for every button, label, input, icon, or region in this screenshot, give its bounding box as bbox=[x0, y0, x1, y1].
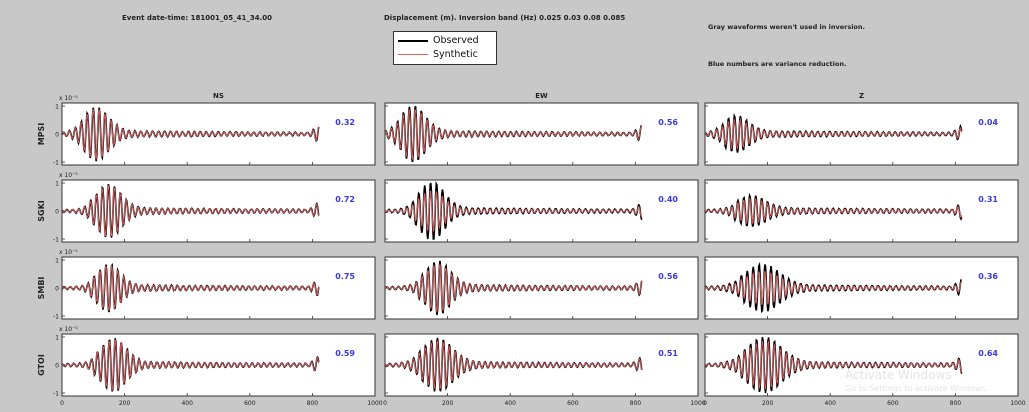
variance-reduction-value: 0.56 bbox=[658, 118, 678, 127]
column-title-ew: EW bbox=[535, 92, 548, 100]
y-tick-label: 0 bbox=[55, 363, 59, 370]
y-tick-label: 1 bbox=[55, 104, 59, 111]
variance-reduction-value: 0.64 bbox=[978, 349, 998, 358]
y-tick-label: 0 bbox=[55, 132, 59, 139]
synthetic-trace-smbi-z bbox=[704, 270, 962, 305]
x-tick-label: 0 bbox=[703, 400, 707, 407]
station-label-sgki: SGKI bbox=[37, 200, 46, 222]
synthetic-trace-sgki-z bbox=[704, 197, 963, 225]
x-tick-label: 800 bbox=[950, 400, 962, 407]
activate-windows-title: Activate Windows bbox=[845, 368, 952, 382]
variance-reduction-value: 0.32 bbox=[335, 118, 355, 127]
y-tick-label: 1 bbox=[55, 181, 59, 188]
y-tick-label: -1 bbox=[53, 391, 59, 398]
legend-observed-label: Observed bbox=[433, 35, 479, 46]
variance-reduction-value: 0.51 bbox=[658, 349, 678, 358]
variance-reduction-value: 0.72 bbox=[335, 195, 355, 204]
x-tick-label: 1000 bbox=[367, 400, 382, 407]
x-tick-label: 400 bbox=[181, 400, 193, 407]
x-tick-label: 800 bbox=[307, 400, 319, 407]
y-tick-label: -1 bbox=[53, 314, 59, 321]
legend-synthetic: Synthetic bbox=[398, 49, 478, 61]
variance-reduction-value: 0.75 bbox=[335, 272, 355, 281]
row-exponent-label: x 10⁻⁵ bbox=[59, 95, 78, 102]
y-tick-label: -1 bbox=[53, 160, 59, 167]
x-tick-label: 1000 bbox=[690, 400, 705, 407]
x-tick-label: 800 bbox=[630, 400, 642, 407]
variance-reduction-value: 0.36 bbox=[978, 272, 998, 281]
gray-waveform-note: Gray waveforms weren't used in inversion… bbox=[708, 23, 865, 31]
variance-reduction-value: 0.56 bbox=[658, 272, 678, 281]
variance-reduction-value: 0.59 bbox=[335, 349, 355, 358]
synthetic-trace-smbi-ns bbox=[61, 264, 320, 312]
synthetic-trace-gtoi-z bbox=[704, 340, 963, 390]
variance-reduction-value: 0.04 bbox=[978, 118, 998, 127]
x-tick-label: 600 bbox=[567, 400, 579, 407]
x-tick-label: 0 bbox=[60, 400, 64, 407]
synthetic-trace-smbi-ew bbox=[384, 263, 643, 313]
synthetic-trace-mpsi-ns bbox=[61, 108, 320, 160]
synthetic-trace-mpsi-z bbox=[704, 118, 963, 150]
legend-synthetic-label: Synthetic bbox=[433, 49, 478, 60]
row-exponent-label: x 10⁻⁵ bbox=[59, 172, 78, 179]
activate-windows-subtitle: Go to Settings to activate Windows. bbox=[845, 384, 989, 393]
y-tick-label: 1 bbox=[55, 335, 59, 342]
x-tick-label: 400 bbox=[824, 400, 836, 407]
variance-reduction-value: 0.31 bbox=[978, 195, 998, 204]
column-title-z: Z bbox=[859, 92, 864, 100]
x-tick-label: 200 bbox=[442, 400, 454, 407]
station-label-smbi: SMBI bbox=[37, 277, 46, 300]
y-tick-label: 0 bbox=[55, 209, 59, 216]
x-tick-label: 600 bbox=[244, 400, 256, 407]
legend-observed-swatch bbox=[398, 39, 428, 42]
variance-reduction-value: 0.40 bbox=[658, 195, 678, 204]
legend-synthetic-swatch bbox=[398, 54, 428, 55]
x-tick-label: 600 bbox=[887, 400, 899, 407]
station-label-mpsi: MPSI bbox=[37, 123, 46, 146]
synthetic-trace-sgki-ew bbox=[384, 190, 643, 232]
column-title-ns: NS bbox=[213, 92, 224, 100]
panel-mpsi-ns bbox=[61, 102, 376, 166]
displacement-band-label: Displacement (m). Inversion band (Hz) 0.… bbox=[384, 14, 626, 22]
synthetic-trace-sgki-ns bbox=[61, 185, 320, 237]
row-exponent-label: x 10⁻⁵ bbox=[59, 249, 78, 256]
x-tick-label: 1000 bbox=[1010, 400, 1025, 407]
synthetic-trace-gtoi-ns bbox=[61, 339, 320, 391]
x-tick-label: 0 bbox=[383, 400, 387, 407]
x-tick-label: 200 bbox=[762, 400, 774, 407]
y-tick-label: -1 bbox=[53, 237, 59, 244]
variance-reduction-note: Blue numbers are variance reduction. bbox=[708, 60, 847, 68]
event-datetime-label: Event date-time: 181001_05_41_34.00 bbox=[122, 14, 272, 22]
synthetic-trace-gtoi-ew bbox=[384, 340, 643, 390]
y-tick-label: 1 bbox=[55, 258, 59, 265]
row-exponent-label: x 10⁻⁵ bbox=[59, 326, 78, 333]
legend-observed: Observed bbox=[398, 35, 479, 47]
y-tick-label: 0 bbox=[55, 286, 59, 293]
station-label-gtoi: GTOI bbox=[37, 354, 46, 376]
x-tick-label: 200 bbox=[119, 400, 131, 407]
x-tick-label: 400 bbox=[504, 400, 516, 407]
legend-box: Observed Synthetic bbox=[393, 31, 497, 65]
synthetic-trace-mpsi-ew bbox=[384, 108, 642, 161]
